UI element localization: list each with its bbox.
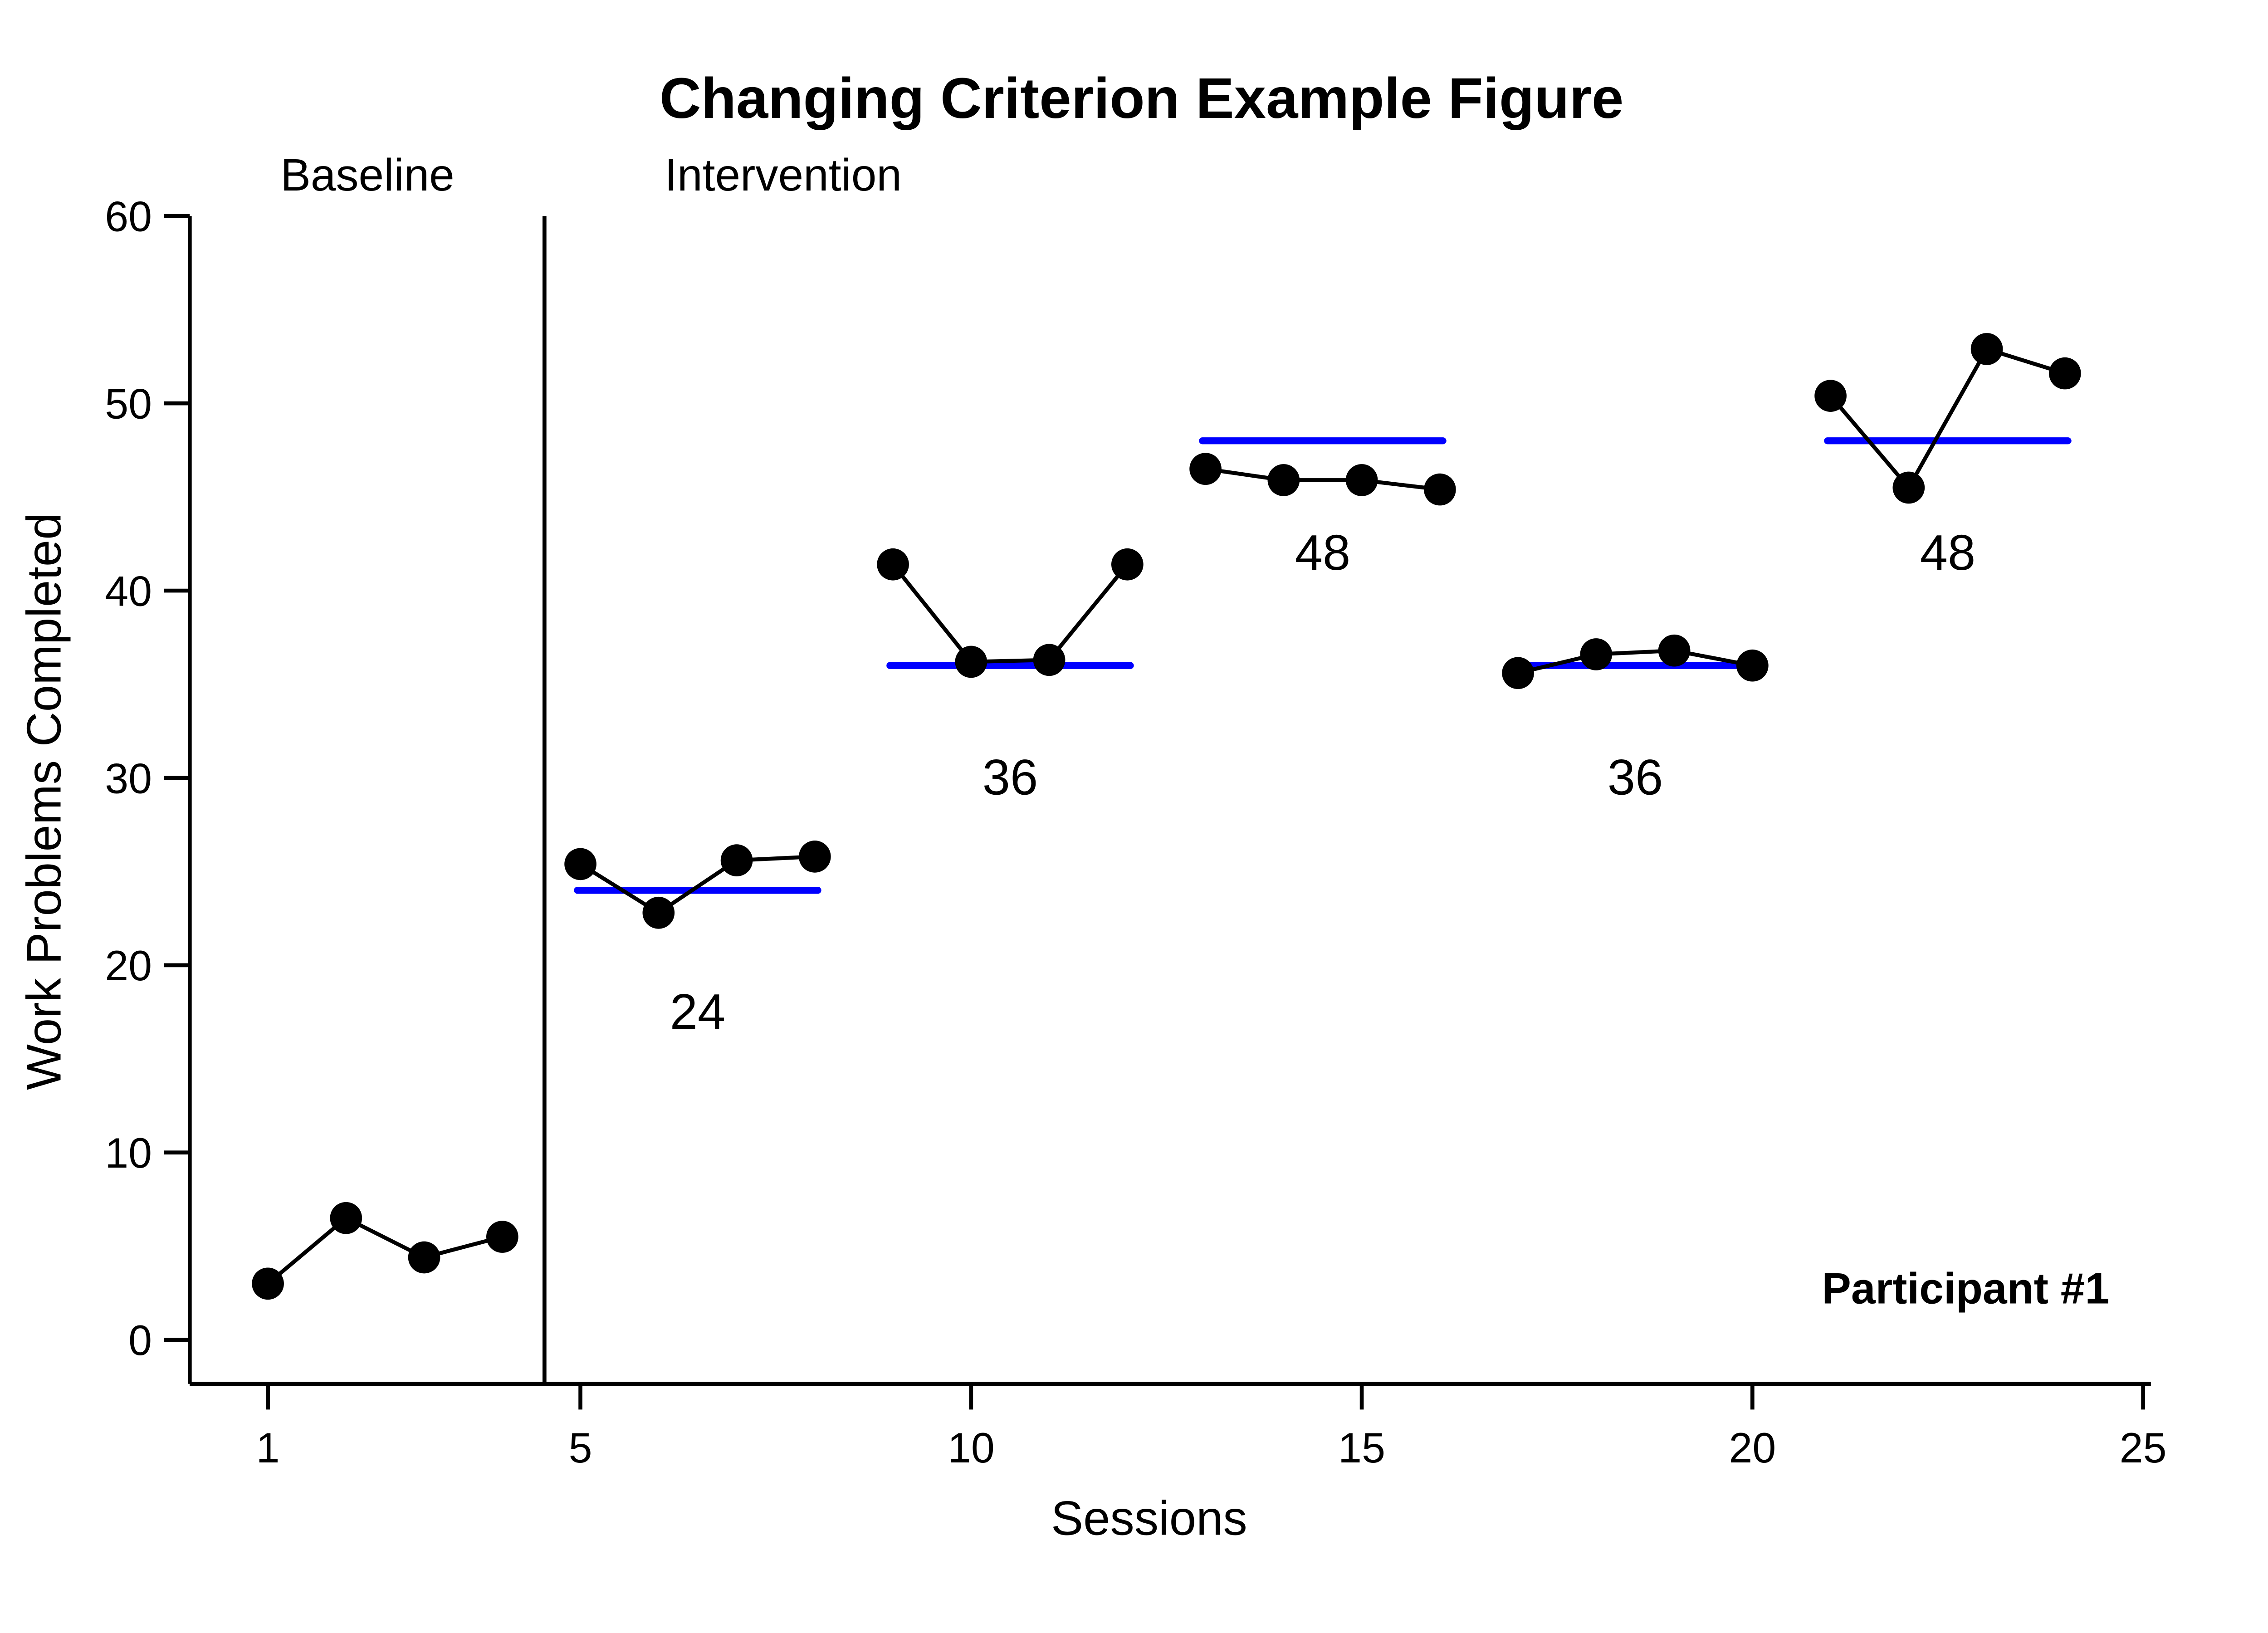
y-tick-label: 50 bbox=[105, 381, 152, 428]
x-tick-label: 5 bbox=[569, 1424, 592, 1472]
data-line bbox=[1517, 648, 1753, 675]
phase-label-baseline: Baseline bbox=[280, 150, 455, 200]
data-line bbox=[266, 1216, 503, 1286]
data-point bbox=[1267, 464, 1300, 496]
data-line bbox=[1829, 347, 2066, 491]
data-point bbox=[1736, 649, 1769, 682]
data-point bbox=[486, 1221, 518, 1253]
data-point bbox=[564, 848, 596, 880]
criterion-value-label: 36 bbox=[1608, 750, 1663, 806]
data-point bbox=[1189, 453, 1222, 485]
data-point bbox=[330, 1202, 362, 1234]
participant-annotation: Participant #1 bbox=[1822, 1264, 2109, 1313]
data-point bbox=[1814, 380, 1847, 412]
data-point bbox=[642, 896, 675, 929]
data-point bbox=[252, 1267, 284, 1300]
data-line bbox=[1205, 467, 1440, 492]
data-point bbox=[1502, 657, 1534, 689]
criterion-value-label: 24 bbox=[670, 984, 725, 1040]
data-point bbox=[955, 645, 987, 678]
x-tick-label: 15 bbox=[1338, 1424, 1385, 1472]
data-point bbox=[1345, 464, 1378, 496]
x-tick-label: 25 bbox=[2120, 1424, 2167, 1472]
data-point bbox=[877, 548, 909, 581]
y-axis-title: Work Problems Completed bbox=[16, 513, 71, 1090]
y-tick-label: 40 bbox=[105, 567, 152, 615]
data-point bbox=[799, 841, 831, 873]
y-tick-label: 20 bbox=[105, 942, 152, 989]
x-tick-label: 1 bbox=[256, 1424, 280, 1472]
phase-label-intervention: Intervention bbox=[665, 150, 902, 200]
data-point bbox=[1424, 473, 1456, 506]
y-tick-label: 60 bbox=[105, 193, 152, 240]
y-tick-label: 10 bbox=[105, 1129, 152, 1177]
chart-title: Changing Criterion Example Figure bbox=[660, 66, 1623, 130]
criterion-value-label: 48 bbox=[1295, 525, 1350, 581]
data-line bbox=[579, 855, 815, 915]
criterion-value-label: 36 bbox=[982, 750, 1038, 806]
x-axis-title: Sessions bbox=[1051, 1491, 1247, 1545]
x-tick-label: 10 bbox=[948, 1424, 995, 1472]
data-point bbox=[1033, 644, 1066, 676]
data-line bbox=[891, 563, 1129, 664]
criterion-value-label: 48 bbox=[1920, 525, 1975, 581]
data-point bbox=[408, 1241, 440, 1274]
x-tick-label: 20 bbox=[1729, 1424, 1776, 1472]
y-tick-label: 0 bbox=[128, 1317, 152, 1364]
data-point bbox=[1658, 634, 1691, 667]
data-point bbox=[1970, 333, 2003, 365]
data-point bbox=[1580, 638, 1613, 670]
data-point bbox=[720, 844, 753, 876]
data-point bbox=[1111, 548, 1144, 581]
data-series-layer bbox=[252, 333, 2081, 1300]
data-point bbox=[1892, 471, 1925, 504]
criterion-lines-layer: 24 36 48 36 48 bbox=[574, 437, 2072, 1040]
data-point bbox=[2049, 357, 2081, 390]
y-tick-label: 30 bbox=[105, 755, 152, 802]
